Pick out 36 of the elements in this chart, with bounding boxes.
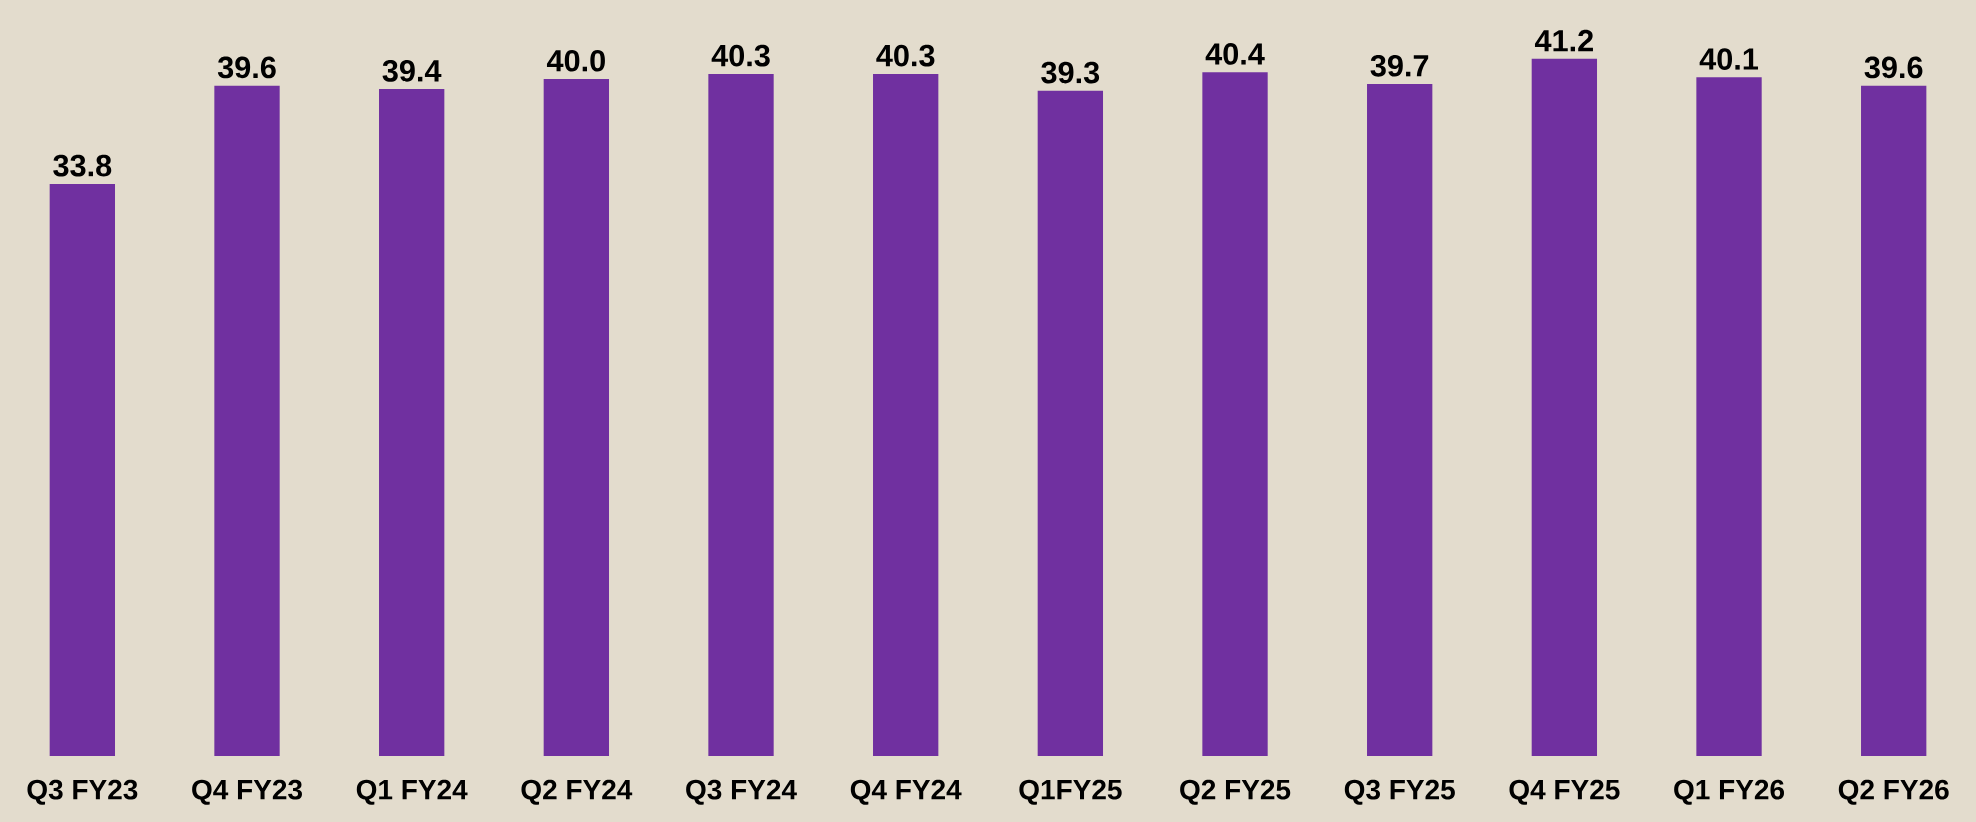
data-label: 39.6 bbox=[217, 56, 276, 79]
bar bbox=[1202, 72, 1268, 756]
data-label: 40.4 bbox=[1205, 43, 1265, 65]
data-label: 40.3 bbox=[711, 44, 770, 67]
bar bbox=[1037, 90, 1104, 756]
x-tick-label: Q3 FY23 bbox=[27, 779, 138, 805]
x-tick-label: Q2 FY24 bbox=[521, 779, 633, 805]
bar bbox=[873, 73, 939, 756]
data-label: 40.0 bbox=[546, 49, 605, 72]
data-label: 40.1 bbox=[1699, 48, 1759, 70]
data-label: 41.2 bbox=[1534, 29, 1593, 52]
data-label: 40.3 bbox=[876, 44, 935, 67]
data-label: 39.7 bbox=[1370, 54, 1429, 77]
bar bbox=[708, 73, 774, 756]
bar bbox=[1861, 85, 1927, 756]
bar bbox=[1367, 84, 1433, 756]
bar bbox=[1531, 58, 1598, 756]
x-tick-label: Q4 FY23 bbox=[192, 779, 302, 805]
x-tick-label: Q4 FY25 bbox=[1509, 779, 1620, 805]
x-tick-label: Q1FY25 bbox=[1019, 779, 1122, 805]
data-label: 33.8 bbox=[53, 154, 112, 177]
data-label: 39.3 bbox=[1041, 61, 1100, 84]
bar bbox=[543, 78, 610, 756]
bar bbox=[1696, 77, 1762, 756]
data-label: 39.6 bbox=[1864, 56, 1923, 79]
data-label: 39.4 bbox=[382, 59, 442, 82]
bar bbox=[379, 89, 445, 756]
x-tick-label: Q1 FY24 bbox=[356, 779, 468, 805]
bar bbox=[214, 85, 280, 756]
bar bbox=[49, 183, 116, 756]
x-tick-label: Q2 FY26 bbox=[1838, 779, 1949, 805]
x-tick-label: Q4 FY24 bbox=[850, 779, 962, 805]
x-tick-label: Q2 FY25 bbox=[1180, 779, 1291, 805]
x-tick-label: Q3 FY24 bbox=[686, 779, 797, 805]
x-tick-label: Q1 FY26 bbox=[1674, 779, 1785, 805]
x-tick-label: Q3 FY25 bbox=[1344, 779, 1455, 805]
